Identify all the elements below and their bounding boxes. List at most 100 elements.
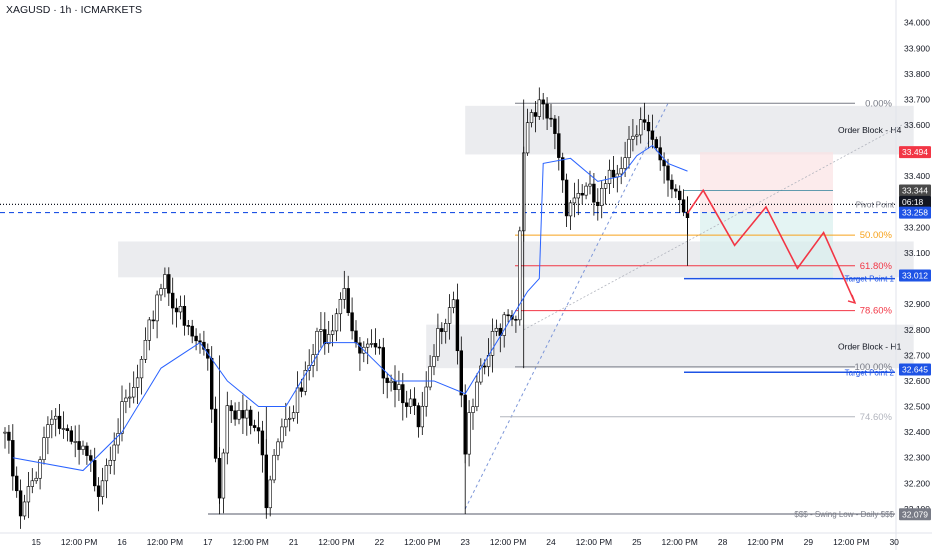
candle-body [256,427,261,432]
candles [3,87,690,529]
candle-body [100,480,105,497]
projected-path-arrowhead [847,294,857,304]
candle-body [147,319,151,341]
x-tick-label: 12:00 PM [576,537,612,547]
x-tick-label: 30 [889,537,899,547]
candle-body [553,118,557,134]
candle-body [631,135,635,140]
line-label: Pivot Point [856,200,895,209]
candle-body [350,312,354,332]
candle-body [128,396,132,399]
candle-body [116,433,120,446]
price-badge [899,184,931,197]
candle-body [619,168,623,175]
price-badge-label: 32.645 [902,364,928,374]
candle-body [50,418,54,425]
candle-body [73,441,77,443]
candle-body [455,299,460,352]
candle-body [397,384,401,390]
candle-body [77,441,81,450]
candle-body [588,183,592,187]
candle-body [276,441,280,456]
y-tick-label: 32.700 [904,350,930,360]
fib-level-label: 100.00% [854,362,892,373]
order-block-h1-label: Order Block - H1 [838,341,902,351]
candle-body [592,183,596,203]
candle-body [143,339,148,360]
y-tick-label: 33.100 [904,248,930,258]
y-tick-label: 32.300 [904,453,930,463]
candle-body [53,415,58,420]
x-tick-label: 15 [31,537,41,547]
y-tick-label: 32.800 [904,325,930,335]
candle-body [514,318,518,321]
moving-average-line [12,144,688,472]
candle-body [241,410,245,419]
candle-body [38,459,42,479]
x-tick-label: 29 [804,537,814,547]
candle-body [677,190,682,201]
candle-body [299,387,304,392]
candle-body [194,335,198,342]
price-badge-label: 06:18 [902,197,924,207]
candle-body [178,305,183,313]
y-tick-label: 32.400 [904,427,930,437]
price-badge [899,363,931,376]
fib-trend-line [464,103,669,510]
candle-body [545,103,549,119]
y-tick-label: 32.600 [904,376,930,386]
candle-body [479,365,483,383]
candle-body [249,409,253,426]
candle-body [475,381,479,408]
candle-body [424,386,428,407]
candle-body [81,445,85,450]
x-tick-label: 23 [460,537,470,547]
candle-body [213,408,218,459]
candle-body [436,328,440,357]
candle-body [666,165,670,181]
candle-body [330,330,335,335]
candle-body [139,359,144,379]
candle-body [404,402,409,407]
candle-body [108,459,113,466]
candle-body [132,387,136,398]
chart-title: XAGUSD · 1h · ICMARKETS [6,4,142,16]
candle-body [638,119,643,136]
candle-body [225,405,229,454]
candle-body [15,475,19,492]
candle-body [284,418,288,428]
candle-body [681,199,686,213]
candle-body [443,323,448,332]
candle-body [163,274,167,289]
candle-body [549,117,553,120]
candle-body [389,380,393,383]
price-badge-label: 32.079 [902,509,928,519]
candle-body [642,119,647,123]
candle-body [440,328,444,332]
candle-body [323,329,327,345]
candle-body [537,99,542,117]
candle-body [85,445,89,456]
candle-body [584,185,588,196]
candle-body [627,138,631,159]
candle-body [174,307,179,313]
candle-body [494,327,499,332]
candle-body [233,410,237,420]
fib-level-label: 78.60% [860,306,893,317]
y-tick-label: 32.200 [904,478,930,488]
candle-body [89,455,93,461]
candle-body [564,179,569,217]
candle-body [338,298,343,315]
candle-body [342,288,346,300]
candle-body [190,325,194,337]
candle-body [670,179,674,190]
candle-body [334,313,339,332]
candle-body [287,417,292,420]
candle-body [3,431,7,434]
candle-body [221,452,226,499]
candle-body [506,314,510,317]
candle-body [303,370,307,392]
x-tick-label: 24 [546,537,556,547]
candle-body [159,288,163,296]
